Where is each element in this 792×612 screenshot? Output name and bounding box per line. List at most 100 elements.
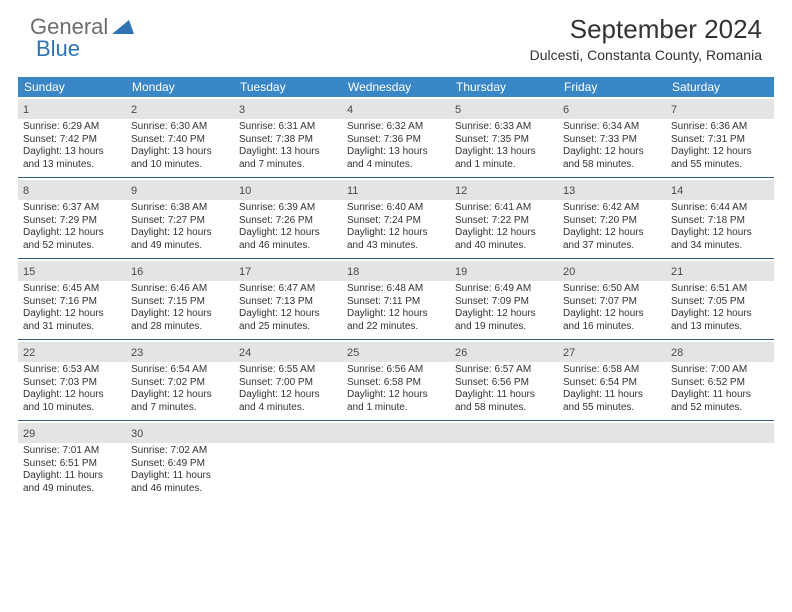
daynum-bar: 6 (558, 99, 666, 119)
dayname: Monday (126, 77, 234, 97)
day-cell: 26Sunrise: 6:57 AMSunset: 6:56 PMDayligh… (450, 340, 558, 420)
daynum-bar: 3 (234, 99, 342, 119)
daylight-text-1: Daylight: 13 hours (131, 146, 229, 159)
day-number: 12 (455, 185, 467, 197)
daynum-bar: 27 (558, 342, 666, 362)
day-cell: 24Sunrise: 6:55 AMSunset: 7:00 PMDayligh… (234, 340, 342, 420)
sunset-text: Sunset: 7:26 PM (239, 215, 337, 228)
sunset-text: Sunset: 7:42 PM (23, 134, 121, 147)
daynum-bar: 15 (18, 261, 126, 281)
day-info: Sunrise: 6:31 AMSunset: 7:38 PMDaylight:… (239, 121, 337, 171)
daylight-text-2: and 28 minutes. (131, 321, 229, 334)
day-cell: 1Sunrise: 6:29 AMSunset: 7:42 PMDaylight… (18, 97, 126, 177)
daylight-text-1: Daylight: 12 hours (347, 227, 445, 240)
day-number: 30 (131, 428, 143, 440)
day-number: 8 (23, 185, 29, 197)
daynum-bar: 9 (126, 180, 234, 200)
week-row: 15Sunrise: 6:45 AMSunset: 7:16 PMDayligh… (18, 258, 774, 339)
sunrise-text: Sunrise: 6:36 AM (671, 121, 769, 134)
daylight-text-2: and 49 minutes. (131, 240, 229, 253)
daylight-text-2: and 46 minutes. (239, 240, 337, 253)
day-cell (234, 421, 342, 501)
sunrise-text: Sunrise: 6:45 AM (23, 283, 121, 296)
day-number: 13 (563, 185, 575, 197)
sunset-text: Sunset: 7:18 PM (671, 215, 769, 228)
daynum-bar (558, 423, 666, 443)
day-cell: 8Sunrise: 6:37 AMSunset: 7:29 PMDaylight… (18, 178, 126, 258)
day-cell: 23Sunrise: 6:54 AMSunset: 7:02 PMDayligh… (126, 340, 234, 420)
day-number: 17 (239, 266, 251, 278)
day-number (347, 428, 350, 440)
day-info: Sunrise: 7:00 AMSunset: 6:52 PMDaylight:… (671, 364, 769, 414)
day-cell: 22Sunrise: 6:53 AMSunset: 7:03 PMDayligh… (18, 340, 126, 420)
daynum-bar: 18 (342, 261, 450, 281)
daylight-text-2: and 40 minutes. (455, 240, 553, 253)
daylight-text-1: Daylight: 12 hours (239, 308, 337, 321)
day-number: 10 (239, 185, 251, 197)
sunrise-text: Sunrise: 6:38 AM (131, 202, 229, 215)
daynum-bar (342, 423, 450, 443)
day-info: Sunrise: 6:56 AMSunset: 6:58 PMDaylight:… (347, 364, 445, 414)
daylight-text-2: and 10 minutes. (131, 159, 229, 172)
day-cell: 16Sunrise: 6:46 AMSunset: 7:15 PMDayligh… (126, 259, 234, 339)
daylight-text-2: and 10 minutes. (23, 402, 121, 415)
daylight-text-2: and 43 minutes. (347, 240, 445, 253)
daynum-bar: 24 (234, 342, 342, 362)
month-title: September 2024 (530, 14, 762, 45)
sunrise-text: Sunrise: 6:29 AM (23, 121, 121, 134)
sunrise-text: Sunrise: 6:41 AM (455, 202, 553, 215)
daylight-text-1: Daylight: 11 hours (563, 389, 661, 402)
daylight-text-1: Daylight: 12 hours (23, 389, 121, 402)
daylight-text-1: Daylight: 12 hours (563, 227, 661, 240)
daylight-text-1: Daylight: 12 hours (671, 227, 769, 240)
day-cell: 30 Sunrise: 7:02 AMSunset: 6:49 PMDayligh… (126, 421, 234, 501)
day-number: 28 (671, 347, 683, 359)
daynum-bar: 11 (342, 180, 450, 200)
day-info: Sunrise: 6:48 AMSunset: 7:11 PMDaylight:… (347, 283, 445, 333)
day-number: 7 (671, 104, 677, 116)
daylight-text-1: Daylight: 13 hours (455, 146, 553, 159)
dayname-row: Sunday Monday Tuesday Wednesday Thursday… (18, 77, 774, 97)
daylight-text-1: Daylight: 12 hours (671, 308, 769, 321)
sunset-text: Sunset: 7:00 PM (239, 377, 337, 390)
daylight-text-2: and 49 minutes. (23, 483, 121, 496)
calendar: Sunday Monday Tuesday Wednesday Thursday… (18, 77, 774, 501)
sunrise-text: Sunrise: 6:44 AM (671, 202, 769, 215)
daylight-text-1: Daylight: 11 hours (23, 470, 121, 483)
day-info: Sunrise: 6:32 AMSunset: 7:36 PMDaylight:… (347, 121, 445, 171)
day-number: 24 (239, 347, 251, 359)
dayname: Friday (558, 77, 666, 97)
day-number: 25 (347, 347, 359, 359)
daynum-bar: 4 (342, 99, 450, 119)
sunset-text: Sunset: 7:31 PM (671, 134, 769, 147)
daylight-text-1: Daylight: 12 hours (563, 146, 661, 159)
daynum-bar: 30 (126, 423, 234, 443)
header: General September 2024 Dulcesti, Constan… (0, 0, 792, 69)
sunrise-text: Sunrise: 6:34 AM (563, 121, 661, 134)
sunset-text: Sunset: 6:56 PM (455, 377, 553, 390)
day-number: 23 (131, 347, 143, 359)
daylight-text-2: and 46 minutes. (131, 483, 229, 496)
day-number: 9 (131, 185, 137, 197)
day-number (455, 428, 458, 440)
daylight-text-1: Daylight: 12 hours (455, 227, 553, 240)
day-info: Sunrise: 6:50 AMSunset: 7:07 PMDaylight:… (563, 283, 661, 333)
logo-text-blue: Blue (36, 36, 80, 62)
day-cell: 19Sunrise: 6:49 AMSunset: 7:09 PMDayligh… (450, 259, 558, 339)
sunrise-text: Sunrise: 6:48 AM (347, 283, 445, 296)
day-info: Sunrise: 7:02 AMSunset: 6:49 PMDaylight:… (131, 445, 229, 495)
daylight-text-1: Daylight: 11 hours (671, 389, 769, 402)
day-info: Sunrise: 6:36 AMSunset: 7:31 PMDaylight:… (671, 121, 769, 171)
day-info: Sunrise: 6:46 AMSunset: 7:15 PMDaylight:… (131, 283, 229, 333)
daylight-text-2: and 7 minutes. (239, 159, 337, 172)
daylight-text-2: and 55 minutes. (563, 402, 661, 415)
daynum-bar (450, 423, 558, 443)
day-cell: 13Sunrise: 6:42 AMSunset: 7:20 PMDayligh… (558, 178, 666, 258)
day-cell: 2Sunrise: 6:30 AMSunset: 7:40 PMDaylight… (126, 97, 234, 177)
sunset-text: Sunset: 6:49 PM (131, 458, 229, 471)
daynum-bar: 5 (450, 99, 558, 119)
day-cell (342, 421, 450, 501)
day-number: 5 (455, 104, 461, 116)
daylight-text-2: and 4 minutes. (239, 402, 337, 415)
title-block: September 2024 Dulcesti, Constanta Count… (530, 14, 762, 63)
